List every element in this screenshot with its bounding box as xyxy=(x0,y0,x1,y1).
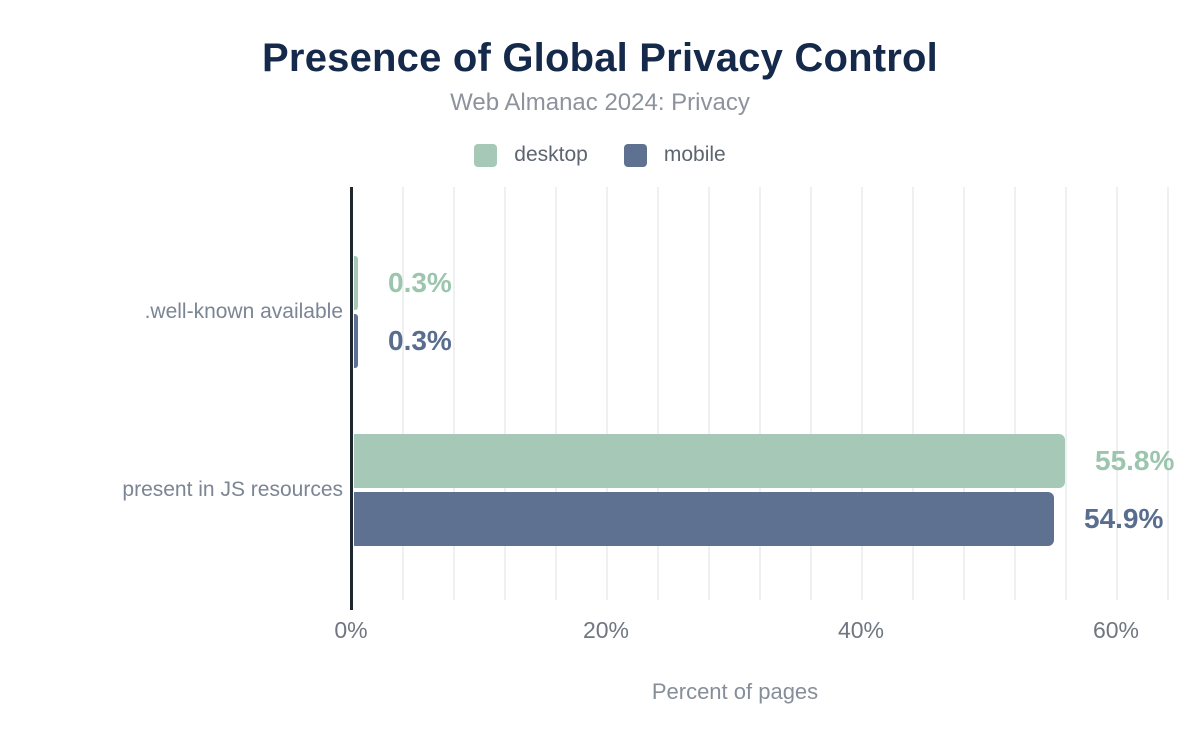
x-axis-title: Percent of pages xyxy=(651,679,819,704)
legend: desktop mobile xyxy=(0,143,1200,167)
value-label-mobile-2: 54.9% xyxy=(1084,503,1164,534)
legend-swatch-desktop-icon xyxy=(474,143,498,167)
category-label: present in JS resources xyxy=(122,478,343,501)
gridline xyxy=(1014,187,1016,600)
x-tick-0%: 0% xyxy=(334,617,368,643)
gridline xyxy=(1065,187,1067,600)
value-label-desktop-2: 55.8% xyxy=(1095,445,1175,476)
value-label-mobile-1: 0.3% xyxy=(388,325,452,356)
gridline xyxy=(453,187,455,600)
gridline xyxy=(963,187,965,600)
x-tick-40%: 40% xyxy=(837,617,885,643)
gridline xyxy=(708,187,710,600)
value-label-desktop-1: 0.3% xyxy=(388,267,452,298)
gridline xyxy=(504,187,506,600)
x-tick-60%: 60% xyxy=(1092,617,1140,643)
chart-title: Presence of Global Privacy Control xyxy=(262,36,938,80)
gridline xyxy=(1167,187,1169,600)
bar-mobile-1 xyxy=(354,314,358,368)
gridline xyxy=(861,187,863,600)
gridline xyxy=(657,187,659,600)
legend-label-desktop: desktop xyxy=(514,143,588,166)
legend-item-desktop: desktop xyxy=(474,143,588,167)
y-axis-baseline xyxy=(350,187,353,610)
legend-item-mobile: mobile xyxy=(623,143,726,167)
x-tick-20%: 20% xyxy=(582,617,630,643)
gridline xyxy=(1116,187,1118,600)
bar-desktop-1 xyxy=(354,256,358,310)
bar-mobile-2 xyxy=(354,492,1054,546)
gridline xyxy=(912,187,914,600)
gridline xyxy=(810,187,812,600)
legend-label-mobile: mobile xyxy=(663,143,726,166)
gridline xyxy=(555,187,557,600)
category-label: .well-known available xyxy=(144,300,343,323)
chart-subtitle: Web Almanac 2024: Privacy xyxy=(450,89,750,116)
legend-swatch-mobile-icon xyxy=(623,143,647,167)
gridline xyxy=(759,187,761,600)
gridline xyxy=(606,187,608,600)
bar-desktop-2 xyxy=(354,434,1065,488)
gridline xyxy=(402,187,404,600)
